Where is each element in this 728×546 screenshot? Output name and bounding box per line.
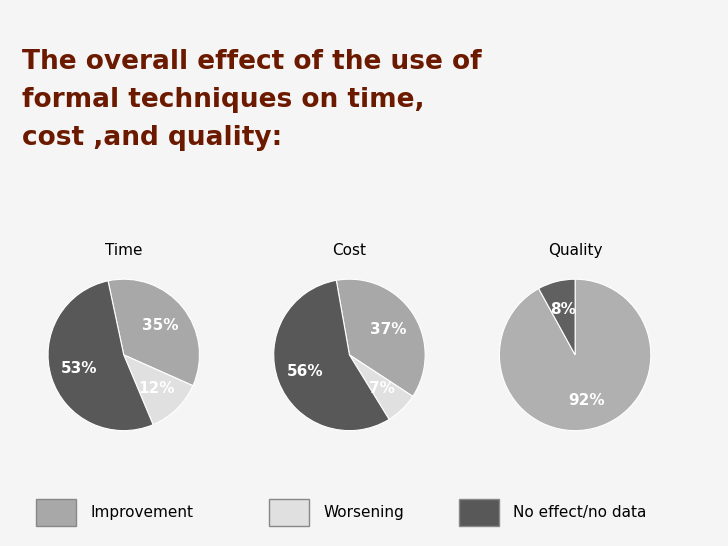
Wedge shape <box>124 355 193 425</box>
FancyBboxPatch shape <box>36 499 76 526</box>
Text: 12%: 12% <box>138 381 175 396</box>
Text: 53%: 53% <box>60 361 98 376</box>
FancyBboxPatch shape <box>459 499 499 526</box>
Wedge shape <box>499 279 651 431</box>
Text: 35%: 35% <box>142 318 178 333</box>
Text: 37%: 37% <box>371 322 407 336</box>
Wedge shape <box>539 279 575 355</box>
Wedge shape <box>336 279 425 396</box>
Text: No effect/no data: No effect/no data <box>513 505 646 520</box>
Wedge shape <box>108 279 199 385</box>
Text: Worsening: Worsening <box>324 505 405 520</box>
Text: Improvement: Improvement <box>91 505 194 520</box>
Wedge shape <box>48 281 153 431</box>
Title: Time: Time <box>105 243 143 258</box>
FancyBboxPatch shape <box>269 499 309 526</box>
Wedge shape <box>274 280 389 431</box>
Text: 8%: 8% <box>550 302 577 317</box>
Title: Cost: Cost <box>333 243 366 258</box>
Text: 7%: 7% <box>369 381 395 396</box>
Wedge shape <box>349 355 413 419</box>
Text: 56%: 56% <box>288 364 324 379</box>
Text: The overall effect of the use of
formal techniques on time,
cost ,and quality:: The overall effect of the use of formal … <box>22 49 481 151</box>
Text: 92%: 92% <box>569 393 605 408</box>
Title: Quality: Quality <box>548 243 602 258</box>
